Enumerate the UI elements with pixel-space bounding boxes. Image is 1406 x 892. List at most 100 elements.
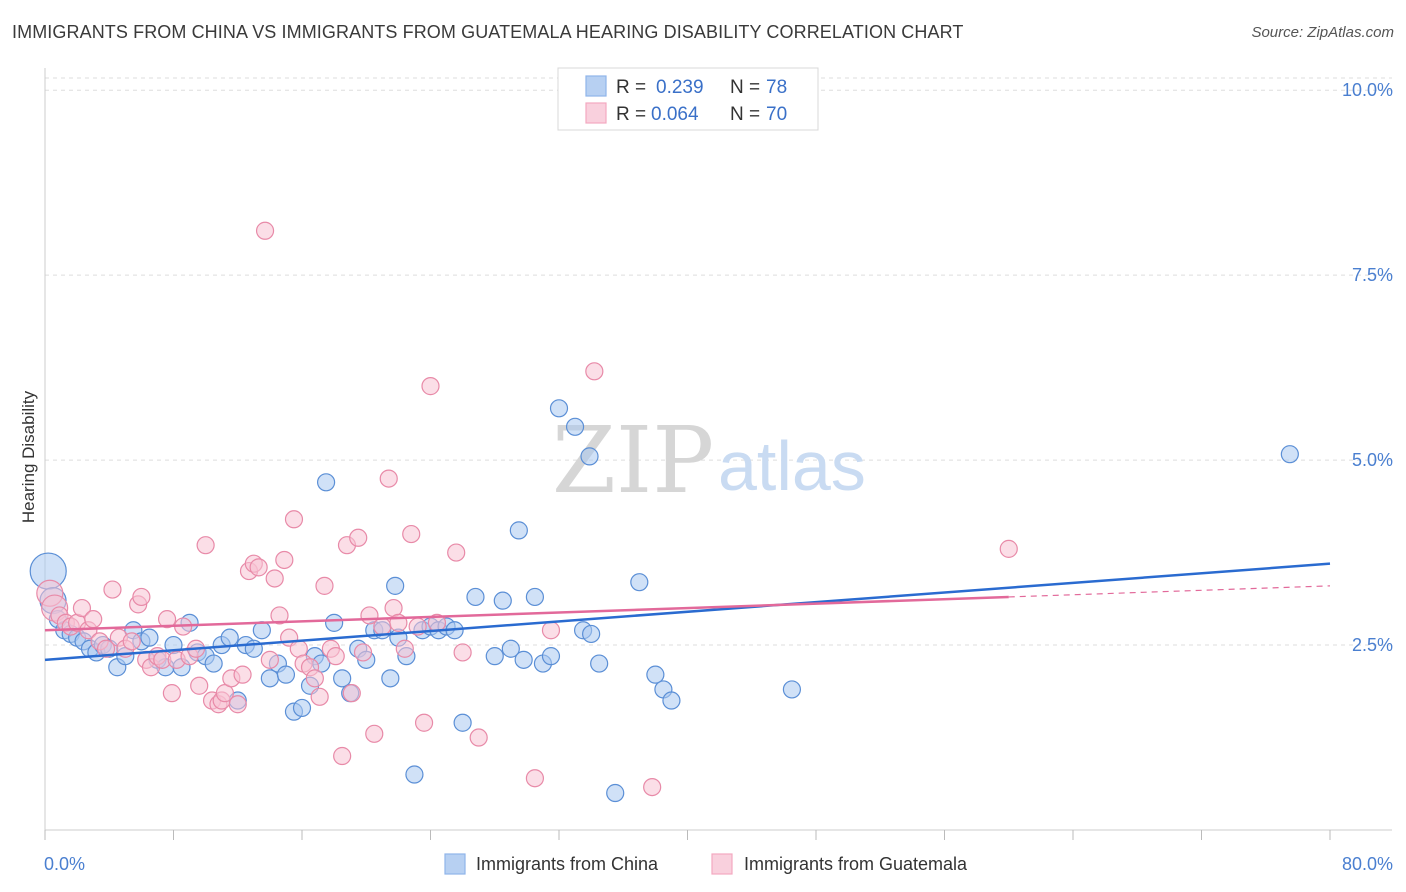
point-guatemala-35 [233,665,252,684]
point-china-70 [582,624,601,644]
point-china-47 [386,576,405,595]
legend-r-value-china: 0.239 [656,77,704,98]
point-guatemala-49 [305,669,324,688]
legend-n-value-guatemala: 70 [766,104,787,125]
point-guatemala-45 [284,510,304,529]
point-guatemala-76 [585,362,604,381]
chart-title: IMMIGRANTS FROM CHINA VS IMMIGRANTS FROM… [12,22,964,42]
point-guatemala-66 [402,524,421,544]
point-china-72 [606,783,625,803]
y-tick-label-2: 7.5% [1352,265,1393,285]
trend-line-china [44,562,1331,662]
y-tick-label-3: 10.0% [1342,80,1393,100]
point-china-61 [509,521,528,540]
x-max-label: 80.0% [1342,854,1393,874]
point-guatemala-60 [365,724,384,743]
legend-r-label-guatemala: R = [616,104,646,125]
point-guatemala-53 [326,647,345,666]
point-china-67 [565,417,585,436]
point-china-50 [405,765,424,784]
point-guatemala-42 [270,606,289,625]
point-guatemala-51 [315,576,334,595]
point-china-32 [276,665,296,684]
point-guatemala-11 [103,580,122,599]
point-guatemala-69 [421,377,440,396]
point-guatemala-50 [310,687,329,706]
point-guatemala-41 [265,569,284,588]
legend-swatch-guatemala [585,102,607,124]
point-china-56 [453,713,472,732]
y-tick-label-0: 2.5% [1352,635,1393,655]
point-guatemala-75 [541,621,561,640]
point-guatemala-6 [72,598,92,618]
point-china-46 [381,669,400,688]
axes [44,68,1392,831]
trend-lines [44,562,1331,662]
point-guatemala-39 [255,221,275,240]
point-china-34 [292,698,312,718]
series-guatemala-points [36,221,1018,797]
legend-n-value-china: 78 [766,77,787,98]
bottom-legend-label-guatemala: Immigrants from Guatemala [744,854,968,874]
point-guatemala-73 [469,728,488,747]
point-guatemala-58 [353,643,373,662]
point-china-66 [549,399,569,418]
point-china-74 [646,665,665,684]
trend-line-ext-guatemala [1008,585,1331,598]
point-guatemala-14 [122,632,141,651]
legend-n-label-china: N = [730,77,760,98]
point-guatemala-54 [333,746,352,766]
bottom-legend-swatch-guatemala [711,853,733,875]
point-china-62 [514,650,533,669]
y-tick-label-1: 5.0% [1352,450,1393,470]
source-credit: Source: ZipAtlas.com [1251,24,1394,41]
point-guatemala-74 [525,769,545,788]
point-china-63 [525,587,545,607]
legend-n-label-guatemala: N = [730,104,760,125]
point-china-59 [493,591,512,610]
point-china-77 [782,680,802,699]
point-china-40 [333,669,352,688]
point-china-71 [590,654,609,673]
point-china-23 [204,654,223,673]
point-guatemala-57 [349,528,368,547]
point-guatemala-34 [228,695,247,714]
point-china-58 [485,647,504,666]
point-guatemala-21 [157,610,177,629]
point-guatemala-62 [379,469,398,488]
point-china-38 [316,473,336,492]
point-guatemala-56 [342,684,361,703]
point-china-25 [220,628,239,647]
point-guatemala-77 [643,777,662,797]
point-china-65 [541,647,561,666]
point-guatemala-10 [96,639,116,658]
x-ticks [44,830,1331,840]
point-china-15 [140,628,159,647]
watermark-atlas: atlas [718,427,866,505]
point-guatemala-61 [373,617,392,636]
point-china-73 [630,573,649,592]
point-china-57 [466,587,485,607]
point-guatemala-22 [162,684,181,703]
watermark: ZIP atlas [552,407,866,514]
point-guatemala-8 [84,610,103,629]
point-guatemala-27 [190,676,209,695]
point-guatemala-16 [132,587,151,607]
point-guatemala-71 [447,543,466,562]
legend-r-label-china: R = [616,77,646,98]
trend-line-guatemala [44,595,1009,632]
point-china-29 [252,621,271,640]
point-guatemala-78 [999,539,1018,558]
series-legend: Immigrants from China Immigrants from Gu… [444,853,968,875]
point-china-60 [501,639,520,658]
bottom-legend-swatch-china [444,853,466,875]
x-min-label: 0.0% [44,854,85,874]
point-china-69 [580,447,599,466]
y-axis-label: Hearing Disability [19,390,38,523]
legend-r-value-guatemala: 0.064 [651,104,699,125]
point-china-39 [325,613,344,632]
point-guatemala-28 [196,536,215,555]
point-guatemala-68 [414,713,434,732]
bottom-legend-label-china: Immigrants from China [476,854,659,874]
